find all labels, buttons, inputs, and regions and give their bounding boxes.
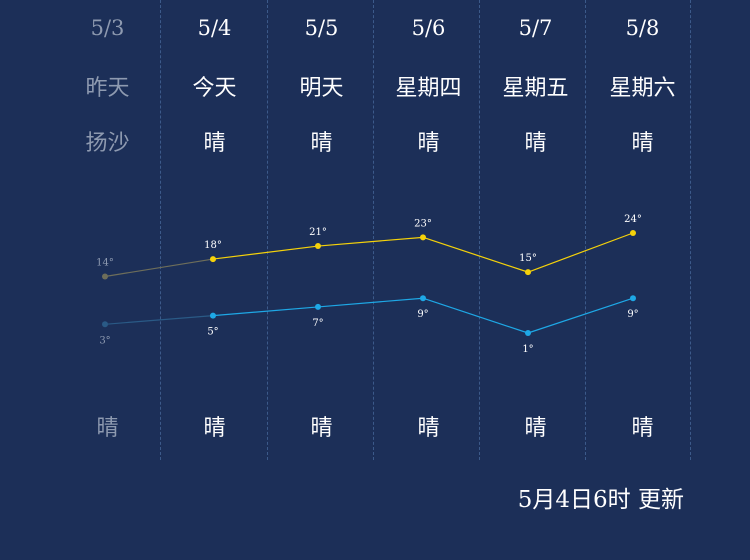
night-weather: 晴 bbox=[96, 416, 119, 441]
high-temp-label: 23° bbox=[414, 218, 432, 229]
column-divider bbox=[585, 0, 586, 460]
high-temp-segment bbox=[212, 245, 319, 260]
day-name: 明天 bbox=[299, 76, 344, 101]
night-weather: 晴 bbox=[203, 416, 226, 441]
high-temp-point bbox=[102, 273, 108, 280]
low-temp-point bbox=[102, 321, 108, 328]
low-temp-segment bbox=[212, 306, 319, 317]
low-temp-label: 5° bbox=[207, 327, 218, 338]
day-weather: 晴 bbox=[310, 131, 333, 156]
low-temp-label: 1° bbox=[522, 344, 533, 355]
low-temp-point bbox=[525, 330, 531, 336]
high-temp-label: 21° bbox=[309, 227, 327, 238]
low-temp-segment bbox=[422, 297, 529, 334]
column-divider bbox=[690, 0, 691, 460]
low-temp-label: 9° bbox=[417, 309, 428, 320]
day-weather: 扬沙 bbox=[85, 131, 130, 156]
day-date: 5/5 bbox=[304, 16, 339, 40]
column-divider bbox=[373, 0, 374, 460]
high-temp-label: 18° bbox=[204, 240, 222, 251]
day-weather: 晴 bbox=[524, 131, 547, 156]
high-temp-label: 15° bbox=[519, 253, 537, 264]
low-temp-label: 3° bbox=[99, 335, 110, 346]
low-temp-point bbox=[420, 295, 426, 302]
column-divider bbox=[267, 0, 268, 460]
column-divider bbox=[479, 0, 480, 460]
high-temp-label: 24° bbox=[624, 214, 642, 225]
day-date: 5/3 bbox=[90, 16, 125, 40]
night-weather: 晴 bbox=[417, 416, 440, 441]
update-time: 5月4日6时 更新 bbox=[517, 487, 684, 513]
high-temp-point bbox=[420, 234, 426, 241]
low-temp-segment bbox=[104, 315, 214, 325]
day-date: 5/4 bbox=[197, 16, 232, 40]
high-temp-point bbox=[315, 243, 321, 250]
low-temp-label: 7° bbox=[312, 318, 323, 329]
day-weather: 晴 bbox=[417, 131, 440, 156]
high-temp-point bbox=[210, 256, 216, 263]
high-temp-segment bbox=[527, 232, 634, 273]
day-name: 星期五 bbox=[502, 76, 569, 101]
day-name: 昨天 bbox=[85, 76, 130, 101]
low-temp-label: 9° bbox=[627, 309, 638, 320]
day-name: 星期六 bbox=[609, 76, 676, 101]
high-temp-point bbox=[525, 269, 531, 276]
day-date: 5/6 bbox=[411, 16, 446, 40]
high-temp-segment bbox=[317, 236, 424, 247]
low-temp-point bbox=[315, 303, 321, 310]
low-temp-point bbox=[210, 312, 216, 319]
day-weather: 晴 bbox=[631, 131, 654, 156]
column-divider bbox=[160, 0, 161, 460]
high-temp-label: 14° bbox=[96, 257, 114, 268]
day-date: 5/8 bbox=[625, 16, 660, 40]
night-weather: 晴 bbox=[310, 416, 333, 441]
low-temp-segment bbox=[527, 297, 634, 334]
day-date: 5/7 bbox=[518, 16, 553, 40]
day-weather: 晴 bbox=[203, 131, 226, 156]
high-temp-segment bbox=[422, 236, 529, 273]
high-temp-segment bbox=[104, 258, 214, 278]
high-temp-point bbox=[630, 230, 636, 236]
day-name: 星期四 bbox=[395, 76, 462, 101]
day-name: 今天 bbox=[192, 76, 237, 101]
night-weather: 晴 bbox=[631, 416, 654, 441]
low-temp-segment bbox=[317, 297, 424, 308]
low-temp-point bbox=[630, 295, 636, 302]
night-weather: 晴 bbox=[524, 416, 547, 441]
